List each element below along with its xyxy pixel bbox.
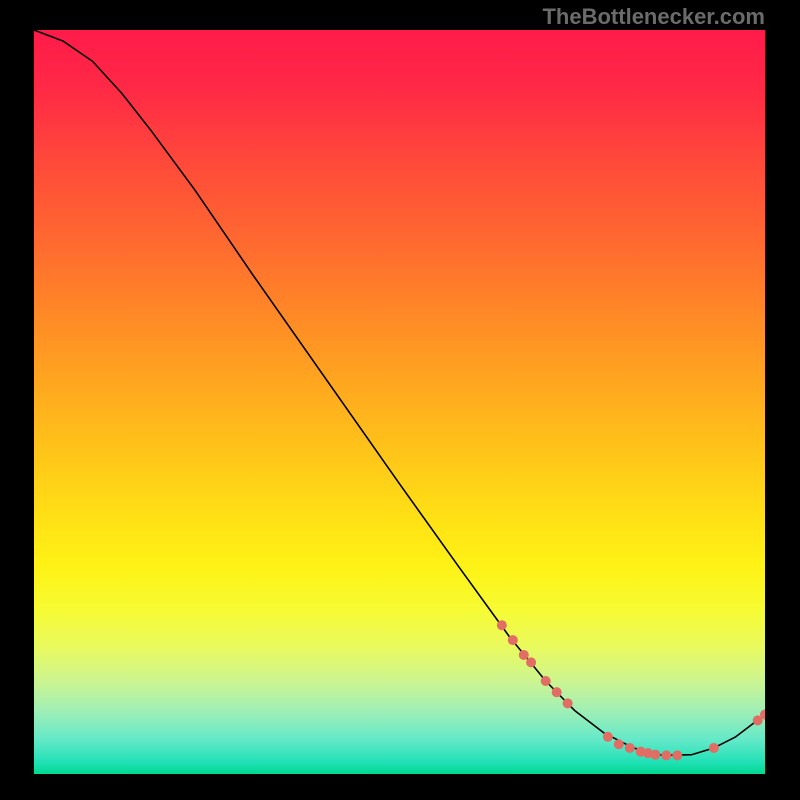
bottleneck-curve [34,30,765,755]
data-point [661,750,671,760]
data-point [508,635,518,645]
plot-area [34,30,765,774]
data-point [519,650,529,660]
data-point [672,750,682,760]
data-point [603,732,613,742]
data-point [552,687,562,697]
data-point [526,657,536,667]
watermark-text: TheBottlenecker.com [542,4,765,30]
data-point [497,620,507,630]
chart-stage: TheBottlenecker.com [0,0,800,800]
data-point [563,698,573,708]
data-point [709,743,719,753]
data-point [614,739,624,749]
data-point [650,750,660,760]
data-point [625,743,635,753]
data-point [541,676,551,686]
curve-layer [34,30,765,774]
